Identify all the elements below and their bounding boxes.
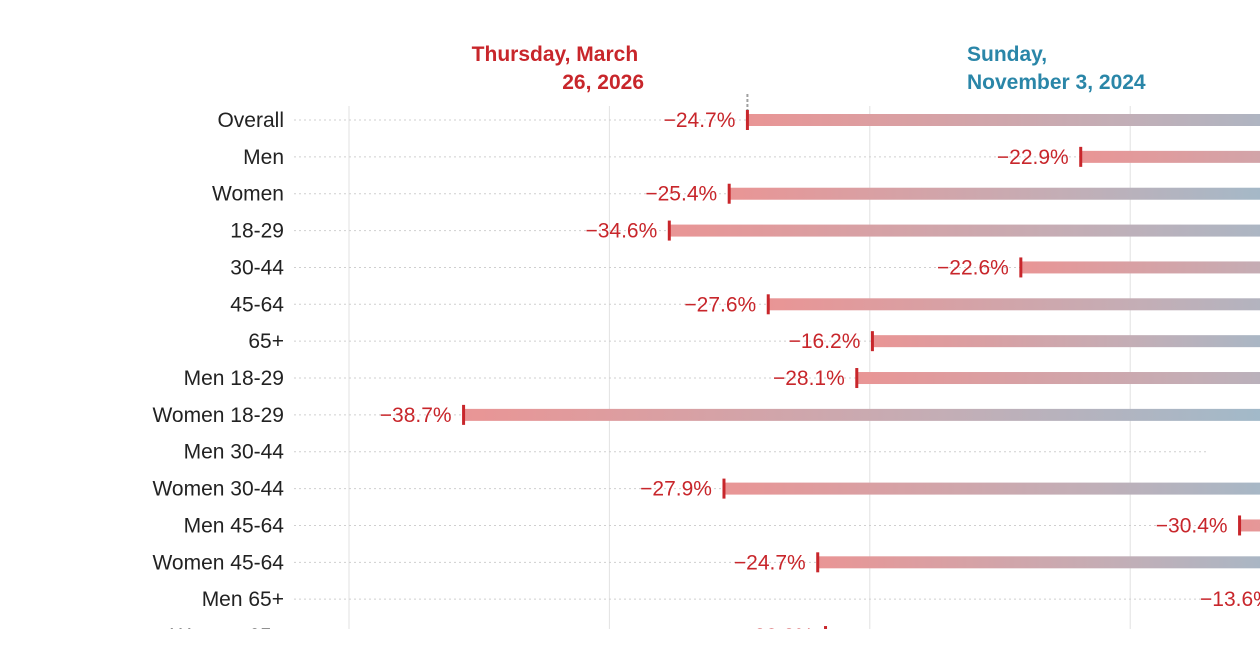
row-men-45-64: Men 45-64 −30.4% xyxy=(184,514,1260,537)
change-value-label: −34.6% xyxy=(585,220,657,243)
end-date-header-line-1: Sunday, xyxy=(967,43,1047,66)
row-label: Women 45-64 xyxy=(152,551,284,574)
change-value-label: −30.4% xyxy=(1156,514,1228,537)
row-label: Overall xyxy=(217,109,284,132)
start-marker xyxy=(766,294,770,315)
row-label: Women 18-29 xyxy=(152,404,284,427)
start-marker xyxy=(745,110,749,130)
row-label: Men xyxy=(243,146,284,169)
start-marker xyxy=(1238,515,1242,536)
change-bar xyxy=(463,408,1260,421)
change-value-label: −24.7% xyxy=(734,551,806,574)
change-bar xyxy=(817,556,1260,569)
start-marker xyxy=(727,183,731,204)
row-label: Women 30-44 xyxy=(152,478,284,501)
row-30-44: 30-44 −22.6% xyxy=(230,256,1260,279)
change-value-label: −27.9% xyxy=(640,478,712,501)
start-marker xyxy=(870,331,874,352)
change-bar xyxy=(768,298,1260,311)
change-value-label: −16.2% xyxy=(789,330,861,353)
row-men-30-44: Men 30-44−19.2% xyxy=(184,441,1207,464)
start-marker xyxy=(855,368,859,389)
change-bar xyxy=(1020,261,1260,274)
row-65-: 65+ −16.2% xyxy=(248,330,1260,353)
change-value-label: −22.2% xyxy=(742,625,814,648)
row-label: Men 45-64 xyxy=(184,514,285,537)
row-label: Women xyxy=(212,183,284,206)
row-men-65-: Men 65+ −13.6% xyxy=(202,588,1260,611)
change-bar xyxy=(1080,150,1260,163)
start-date-header-line-2: 26, 2026 xyxy=(562,71,644,94)
change-bar xyxy=(723,482,1260,495)
row-overall: Overall −24.7% xyxy=(217,109,1260,132)
row-label: Men 65+ xyxy=(202,588,284,611)
end-date-header: Sunday, November 3, 2024 xyxy=(967,43,1146,94)
row-men-18-29: Men 18-29 −28.1% xyxy=(184,367,1260,390)
start-date-header: Thursday, March 26, 2026 xyxy=(472,43,644,94)
change-value-label: −27.6% xyxy=(684,293,756,316)
row-45-64: 45-64 −27.6% xyxy=(230,293,1260,316)
row-women: Women −25.4% xyxy=(212,183,1260,206)
row-label: 45-64 xyxy=(230,293,284,316)
start-marker xyxy=(1079,146,1083,167)
change-value-label: −38.7% xyxy=(380,404,452,427)
row-women-45-64: Women 45-64 −24.7% xyxy=(152,551,1260,574)
row-label: 18-29 xyxy=(230,220,284,243)
start-marker xyxy=(1019,257,1023,278)
change-bar xyxy=(826,630,1260,642)
row-label: Men 30-44 xyxy=(184,441,285,464)
row-label: Men 18-29 xyxy=(184,367,284,390)
chart-rows: Overall −24.7% Men −22.9% Women −25.4% 18-29 −3… xyxy=(152,109,1260,648)
row-18-29: 18-29 −34.6% xyxy=(230,220,1260,243)
start-marker xyxy=(824,626,828,629)
change-value-label: −13.6% xyxy=(1200,588,1260,611)
row-women-30-44: Women 30-44 −27.9% xyxy=(152,478,1260,501)
change-value-label: −22.9% xyxy=(997,146,1069,169)
change-bar xyxy=(729,187,1260,200)
row-men: Men −22.9% xyxy=(243,146,1260,169)
change-bar xyxy=(669,224,1260,237)
end-date-header-line-2: November 3, 2024 xyxy=(967,71,1146,94)
start-marker xyxy=(667,220,671,241)
change-value-label: −24.7% xyxy=(664,109,736,132)
row-women-65-: Women 65+ −22.2% xyxy=(171,625,1260,648)
start-marker xyxy=(816,552,820,573)
change-bar xyxy=(747,114,1260,126)
change-bar xyxy=(856,372,1260,385)
row-label: 30-44 xyxy=(230,256,284,279)
row-women-18-29: Women 18-29 −38.7% xyxy=(152,404,1260,427)
change-value-label: −28.1% xyxy=(773,367,845,390)
change-value-label: −22.6% xyxy=(937,256,1009,279)
row-label: 65+ xyxy=(248,330,284,353)
change-bar xyxy=(872,335,1260,348)
start-marker xyxy=(722,478,726,499)
change-value-label: −25.4% xyxy=(645,183,717,206)
change-bar xyxy=(1239,519,1260,532)
row-label: Women 65+ xyxy=(171,625,284,648)
start-marker xyxy=(462,404,466,425)
start-date-header-line-1: Thursday, March xyxy=(472,43,638,66)
